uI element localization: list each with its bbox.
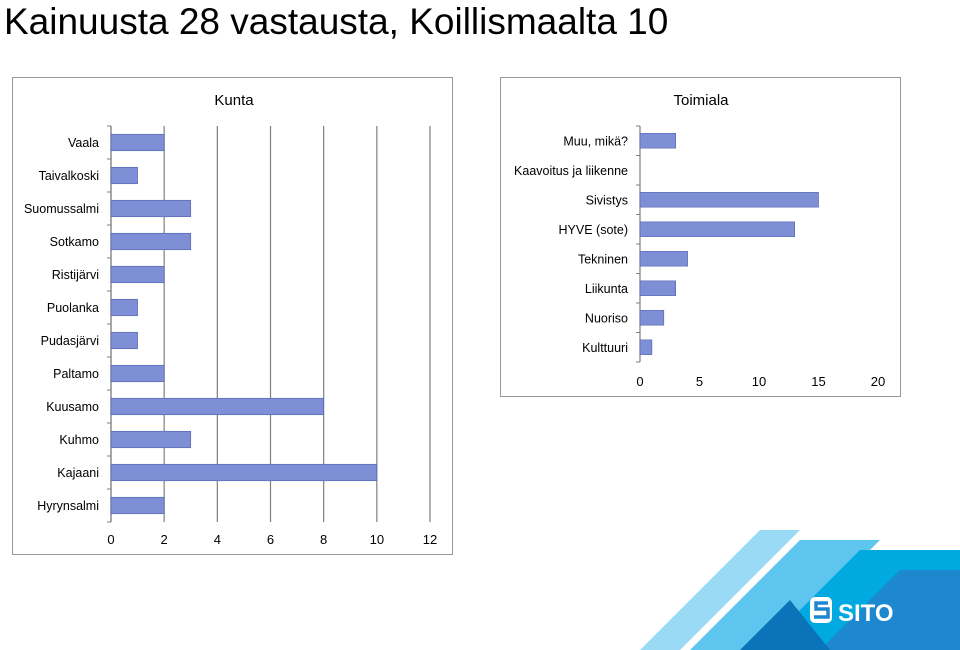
bar: [110, 397, 324, 416]
bar: [639, 339, 653, 355]
x-tick-label: 5: [696, 374, 703, 389]
category-label: Puolanka: [47, 301, 99, 315]
category-label: Kuhmo: [59, 433, 99, 447]
bar: [639, 280, 677, 296]
x-tick-label: 10: [752, 374, 766, 389]
logo-stripe-deep: [740, 600, 830, 650]
category-label: Kuusamo: [46, 400, 99, 414]
bar: [110, 430, 192, 449]
x-tick-label: 8: [320, 532, 327, 547]
x-tick-label: 2: [161, 532, 168, 547]
bar: [110, 166, 138, 185]
category-label: Paltamo: [53, 367, 99, 381]
bar: [639, 221, 795, 237]
category-label: Ristijärvi: [52, 268, 99, 282]
category-label: Nuoriso: [585, 311, 628, 325]
logo-stripe-light: [640, 530, 800, 650]
bar: [110, 331, 138, 350]
category-label: Pudasjärvi: [41, 334, 99, 348]
x-tick-label: 0: [107, 532, 114, 547]
bar: [110, 199, 192, 218]
category-label: Hyrynsalmi: [37, 499, 99, 513]
category-label: Suomussalmi: [24, 202, 99, 216]
x-tick-label: 12: [423, 532, 437, 547]
category-label: Sotkamo: [50, 235, 99, 249]
x-tick-label: 15: [811, 374, 825, 389]
x-tick-label: 20: [871, 374, 885, 389]
x-tick-label: 0: [636, 374, 643, 389]
category-label: Tekninen: [578, 252, 628, 266]
category-label: Liikunta: [585, 282, 628, 296]
page-title: Kainuusta 28 vastausta, Koillismaalta 10: [4, 1, 669, 42]
category-label: Sivistys: [586, 193, 628, 207]
chart-title: Toimiala: [673, 92, 729, 109]
logo-stripe-mid: [690, 540, 880, 650]
logo-stripe-dark: [820, 570, 960, 650]
bar: [639, 251, 688, 267]
bar: [639, 310, 665, 326]
chart-title: Kunta: [214, 92, 254, 109]
bar: [110, 298, 138, 317]
sito-logo-text: SITO: [838, 600, 894, 627]
category-label: Vaala: [68, 136, 99, 150]
category-label: Taivalkoski: [39, 169, 99, 183]
bar: [110, 133, 165, 152]
bar: [110, 265, 165, 284]
bar: [110, 496, 165, 515]
bar: [110, 232, 192, 251]
x-tick-label: 10: [370, 532, 384, 547]
toimiala-chart-svg: Toimiala Muu, mikä? Kaavoitus ja liikenne S…: [514, 92, 885, 389]
category-label: Kaavoitus ja liikenne: [514, 164, 628, 178]
bar: [639, 192, 819, 208]
category-label: Kulttuuri: [582, 341, 628, 355]
bar: [110, 463, 378, 482]
toimiala-chart: Toimiala Muu, mikä? Kaavoitus ja liikenne S…: [500, 77, 901, 397]
x-tick-label: 6: [267, 532, 274, 547]
bar: [110, 364, 165, 383]
kunta-chart: Kunta Vaala Taivalkoski Suomussalmi Sotkamo R…: [12, 77, 453, 555]
bar: [639, 133, 677, 149]
sito-s-icon: [810, 597, 832, 623]
category-label: HYVE (sote): [559, 223, 628, 237]
category-label: Muu, mikä?: [563, 134, 628, 148]
x-tick-label: 4: [214, 532, 221, 547]
category-label: Kajaani: [57, 466, 99, 480]
kunta-chart-svg: Kunta Vaala Taivalkoski Suomussalmi Sotkamo R…: [24, 92, 437, 547]
